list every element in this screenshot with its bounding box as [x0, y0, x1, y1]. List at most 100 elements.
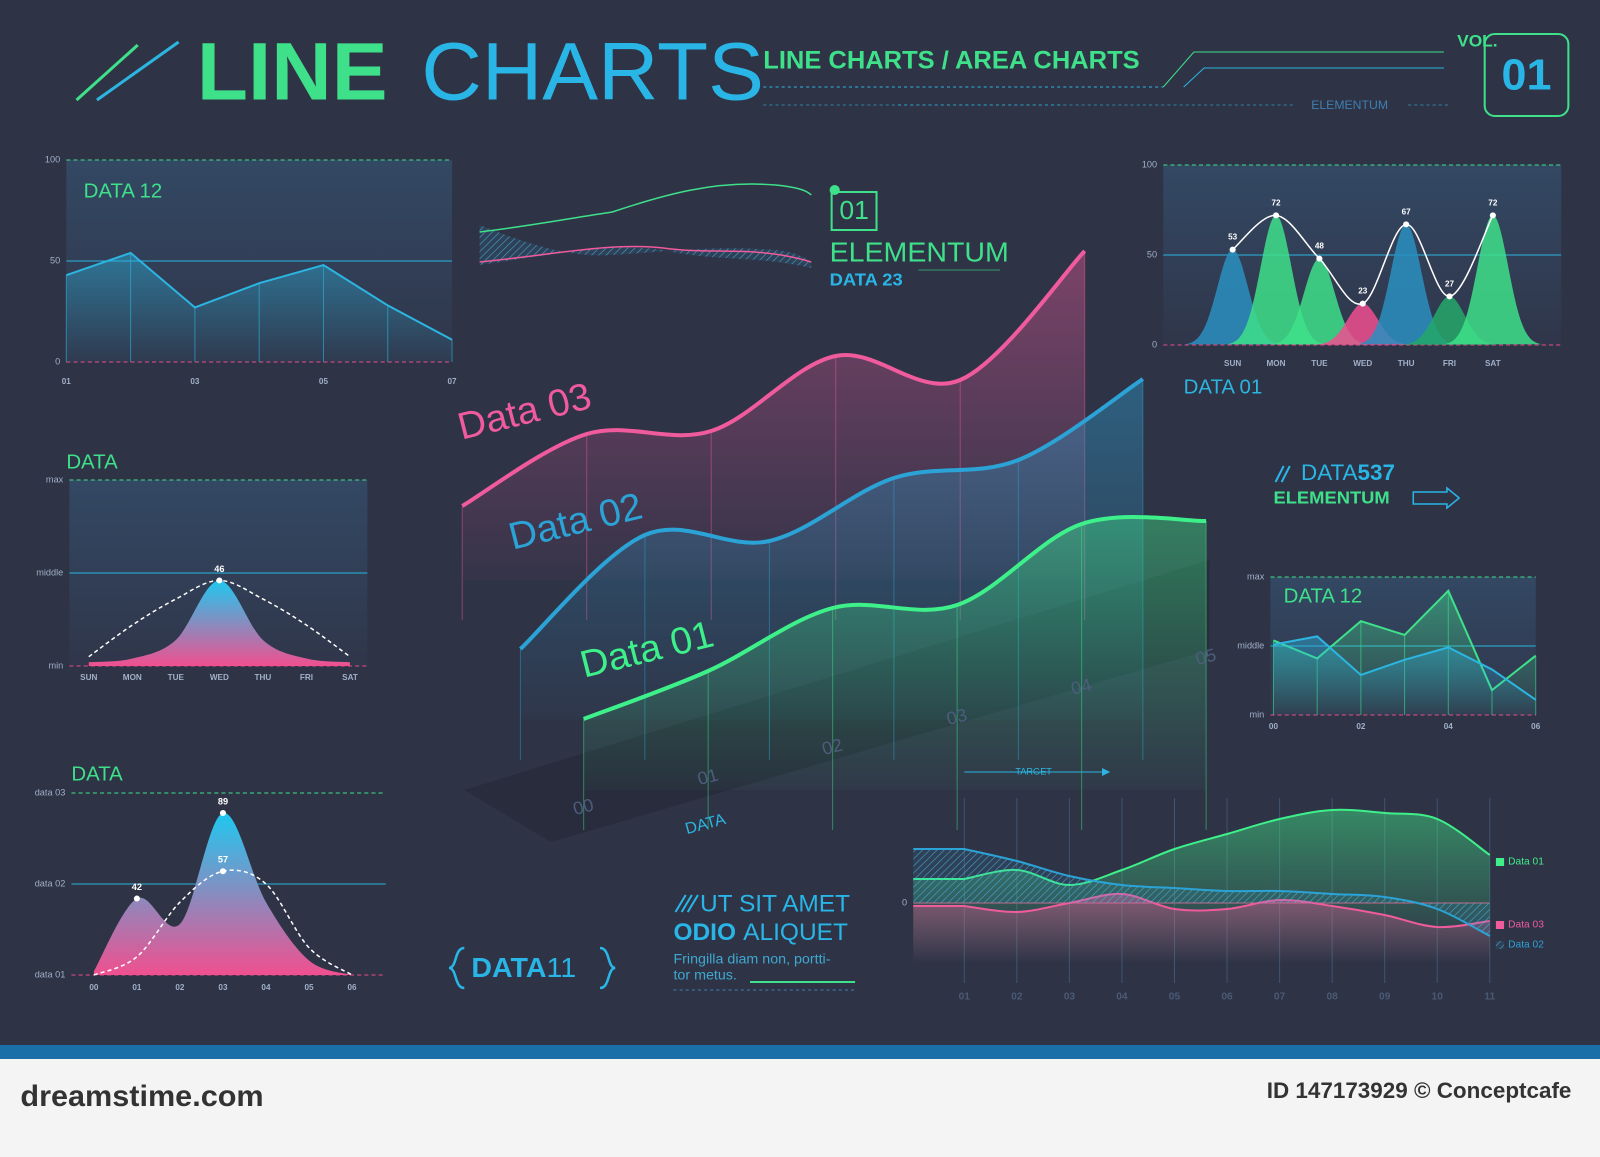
- value-label: 27: [1445, 280, 1455, 289]
- text-line-1: UT SIT AMET: [700, 891, 850, 918]
- rule: [1183, 67, 1444, 88]
- text-line-3: Fringilla diam non, portti-: [673, 951, 830, 967]
- chart-title: DATA 12: [1284, 585, 1363, 607]
- y-tick-label: middle: [1237, 640, 1264, 650]
- value-label: 53: [1228, 233, 1238, 242]
- x-tick-label: TUE: [168, 673, 185, 682]
- mini-chart: [479, 183, 812, 268]
- x-tick-label: 01: [132, 983, 142, 992]
- peak: [1443, 215, 1542, 345]
- x-tick-label: 04: [1444, 722, 1454, 731]
- x-tick-label: 05: [304, 983, 314, 992]
- x-tick-label: 02: [175, 983, 185, 992]
- y-tick-label: max: [46, 474, 64, 484]
- y-tick-label: data 02: [35, 878, 66, 888]
- x-tick-label: WED: [210, 673, 229, 682]
- area: [913, 849, 1490, 936]
- peak: [1357, 224, 1456, 345]
- value-label: 67: [1402, 208, 1412, 217]
- mini-line: [479, 183, 812, 233]
- y-tick-label: min: [48, 660, 63, 670]
- data11-block: DATA11: [448, 946, 616, 990]
- footer: [0, 1059, 1600, 1157]
- value-label: 89: [218, 796, 228, 806]
- x-tick-label: 02: [1011, 992, 1023, 1003]
- x-tick-label: SUN: [80, 673, 97, 682]
- legend-swatch: [1495, 858, 1505, 866]
- point: [1446, 293, 1453, 300]
- value-label: 72: [1271, 199, 1281, 208]
- y-tick-label: max: [1247, 571, 1265, 581]
- dashed-line: [88, 579, 351, 658]
- x-tick-label: FRI: [1443, 359, 1456, 368]
- y-tick-label: 50: [1147, 249, 1157, 259]
- data11-word: DATA: [471, 952, 546, 984]
- x-tick-label: 03: [218, 983, 228, 992]
- x-tick-label: 01: [62, 377, 72, 386]
- y-tick-label: 0: [902, 897, 907, 907]
- x-tick-label: SAT: [342, 673, 358, 682]
- area: [913, 893, 1490, 963]
- point: [1316, 255, 1323, 262]
- data537-word: DATA: [1301, 460, 1358, 485]
- annotation: TARGET: [1015, 766, 1052, 776]
- rule: [1162, 51, 1444, 88]
- y-tick-label: middle: [36, 567, 63, 577]
- mini-hatch: [479, 225, 812, 268]
- line: [913, 892, 1490, 929]
- footer-band: [0, 1045, 1600, 1059]
- point: [1229, 246, 1236, 253]
- x-tick-label: WED: [1353, 359, 1372, 368]
- badge-title: ELEMENTUM: [830, 236, 1009, 268]
- value-label: 23: [1358, 287, 1368, 296]
- x-tick-label: 03: [1064, 992, 1076, 1003]
- area: [93, 812, 353, 975]
- value-label: 42: [132, 882, 142, 892]
- data537-text: DATA537: [1301, 460, 1395, 485]
- subtitle: LINE CHARTS / AREA CHARTS: [763, 47, 1139, 75]
- vol-number: 01: [1502, 51, 1552, 100]
- legend-swatch: [1495, 941, 1505, 949]
- vol-box: [1483, 33, 1570, 117]
- arrow: [1412, 486, 1461, 510]
- point: [1403, 221, 1410, 228]
- data537-number: 537: [1358, 460, 1395, 485]
- badge-subtitle: DATA 23: [830, 270, 903, 290]
- line: [582, 515, 1207, 721]
- header: LINE CHARTS LINE CHARTS / AREA CHARTS EL…: [75, 25, 1570, 117]
- y-tick-label: data 03: [35, 787, 66, 797]
- legend-label: Data 02: [1508, 940, 1544, 951]
- x-tick-label: SUN: [1224, 359, 1241, 368]
- text-normal: ALIQUET: [743, 920, 848, 947]
- x-tick-label: 06: [1531, 722, 1541, 731]
- legend-swatch: [1495, 921, 1505, 929]
- y-tick-label: 100: [45, 154, 60, 164]
- x-tick-label: 05: [319, 377, 329, 386]
- line: [65, 251, 453, 341]
- x-tick-label: 07: [1274, 992, 1286, 1003]
- value-label: 57: [218, 855, 228, 865]
- x-tick-label: 02: [1356, 722, 1366, 731]
- brace: [448, 946, 465, 990]
- value-label: 72: [1488, 199, 1498, 208]
- data537-block: DATA537 ELEMENTUM: [1273, 460, 1461, 510]
- x-tick-label: 04: [1116, 992, 1128, 1003]
- annotation-arrowhead: [1102, 768, 1111, 776]
- title-line: LINE: [197, 25, 388, 117]
- x-tick-label: TUE: [1311, 359, 1328, 368]
- y-tick-label: 0: [1152, 339, 1157, 349]
- x-tick-label: 01: [959, 992, 971, 1003]
- badge-box: [830, 191, 878, 231]
- point: [219, 868, 227, 875]
- x-tick-label: 08: [1326, 992, 1338, 1003]
- brace: [599, 946, 616, 990]
- y-tick-label: min: [1249, 709, 1264, 719]
- text-line-2: ODIO ALIQUET: [673, 920, 848, 947]
- x-tick-label: FRI: [300, 673, 313, 682]
- header-tag: ELEMENTUM: [1311, 98, 1388, 112]
- badge-number: 01: [839, 195, 868, 225]
- point: [1489, 212, 1496, 219]
- slash: [75, 43, 139, 102]
- text-line-4: tor metus.: [673, 967, 736, 983]
- x-tick-label: 06: [1221, 992, 1233, 1003]
